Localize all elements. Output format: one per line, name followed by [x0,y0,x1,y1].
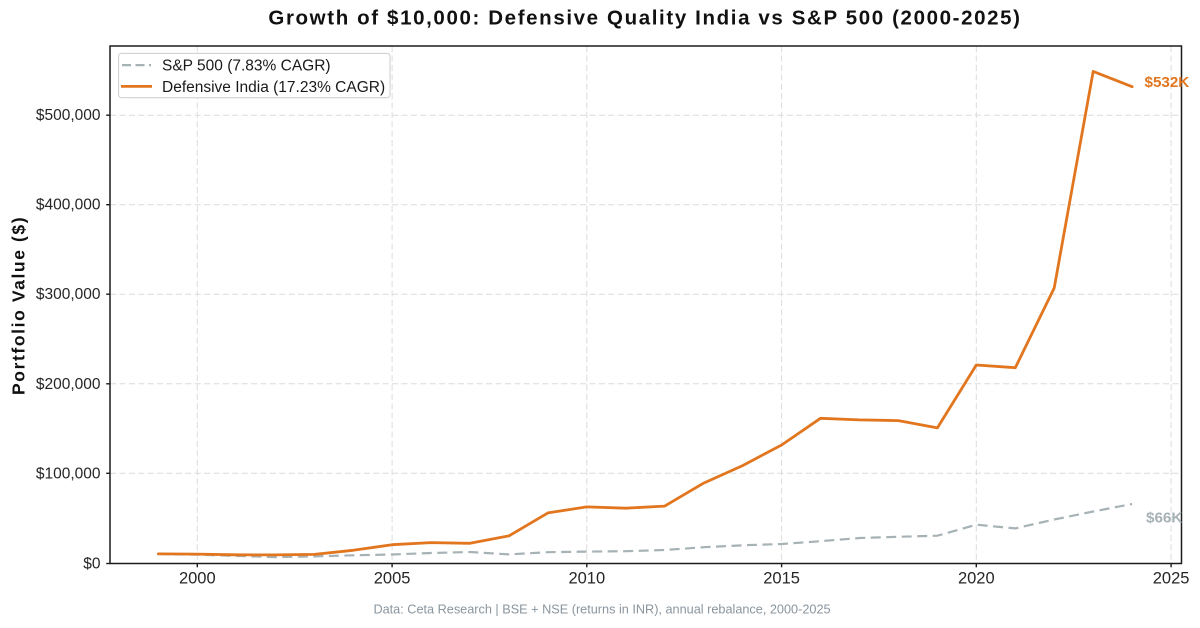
svg-text:$500,000: $500,000 [36,107,101,124]
svg-text:Portfolio Value ($): Portfolio Value ($) [9,216,29,395]
svg-text:Defensive India (17.23% CAGR): Defensive India (17.23% CAGR) [162,79,385,96]
svg-text:$400,000: $400,000 [36,197,101,214]
svg-text:2010: 2010 [568,570,605,588]
svg-text:2000: 2000 [179,570,216,588]
svg-text:S&P 500 (7.83% CAGR): S&P 500 (7.83% CAGR) [162,58,331,75]
svg-text:$100,000: $100,000 [36,465,101,482]
svg-text:$532K: $532K [1145,74,1190,91]
svg-text:2005: 2005 [374,570,411,588]
svg-text:2015: 2015 [763,570,800,588]
svg-text:Data: Ceta Research | BSE + NS: Data: Ceta Research | BSE + NSE (returns… [373,603,830,617]
svg-text:$66K: $66K [1146,510,1182,527]
svg-text:$300,000: $300,000 [36,286,101,303]
svg-text:$200,000: $200,000 [36,376,101,393]
svg-text:2025: 2025 [1153,570,1190,588]
svg-text:Growth of $10,000: Defensive Q: Growth of $10,000: Defensive Quality Ind… [268,7,1021,30]
svg-text:$0: $0 [83,556,101,573]
svg-text:2020: 2020 [958,570,995,588]
